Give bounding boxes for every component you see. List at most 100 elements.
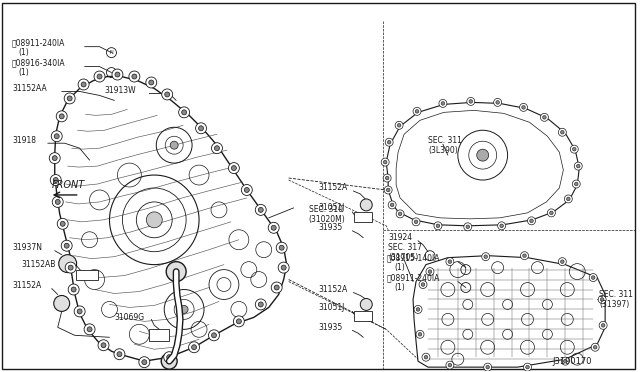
Text: (1): (1) — [394, 263, 405, 272]
Circle shape — [540, 113, 548, 121]
Text: (1): (1) — [394, 283, 405, 292]
Circle shape — [211, 143, 223, 154]
Circle shape — [64, 243, 69, 248]
Circle shape — [558, 258, 566, 266]
Circle shape — [281, 265, 286, 270]
Circle shape — [60, 221, 65, 226]
Circle shape — [484, 255, 488, 259]
Circle shape — [564, 359, 567, 363]
Text: 31069G: 31069G — [115, 313, 145, 322]
Circle shape — [61, 240, 72, 251]
Circle shape — [259, 208, 263, 212]
Text: ⓝ08916-340lA: ⓝ08916-340lA — [12, 58, 65, 67]
Circle shape — [446, 258, 454, 266]
Circle shape — [51, 131, 62, 142]
Circle shape — [64, 93, 75, 104]
Bar — [355, 212, 372, 222]
Circle shape — [55, 199, 60, 204]
Circle shape — [591, 343, 599, 351]
Text: (1): (1) — [18, 68, 29, 77]
Circle shape — [115, 72, 120, 77]
Circle shape — [469, 100, 472, 103]
Circle shape — [52, 196, 63, 208]
Circle shape — [387, 188, 390, 192]
Circle shape — [397, 124, 401, 127]
Bar — [76, 270, 97, 279]
Circle shape — [523, 254, 526, 257]
Polygon shape — [386, 102, 579, 226]
Circle shape — [255, 299, 266, 310]
Circle shape — [94, 71, 105, 82]
Circle shape — [87, 327, 92, 332]
Circle shape — [53, 177, 58, 183]
Text: 31152A: 31152A — [319, 183, 348, 192]
Text: SEC. 310: SEC. 310 — [308, 205, 342, 214]
Text: 31051J: 31051J — [319, 303, 345, 312]
Circle shape — [271, 225, 276, 230]
Circle shape — [572, 180, 580, 188]
Circle shape — [466, 225, 470, 229]
Text: 31152A: 31152A — [12, 281, 41, 290]
Text: 31152A: 31152A — [319, 285, 348, 294]
Circle shape — [527, 217, 536, 225]
Text: SEC. 311: SEC. 311 — [428, 136, 462, 145]
Circle shape — [477, 149, 489, 161]
Circle shape — [49, 153, 60, 164]
Circle shape — [561, 260, 564, 263]
Circle shape — [395, 121, 403, 129]
Circle shape — [278, 262, 289, 273]
Text: 31152AA: 31152AA — [12, 84, 47, 93]
Circle shape — [232, 166, 236, 171]
Text: (1): (1) — [18, 48, 29, 57]
Circle shape — [434, 222, 442, 230]
Circle shape — [84, 324, 95, 335]
Circle shape — [162, 89, 173, 100]
Text: 31913W: 31913W — [104, 86, 136, 95]
Circle shape — [577, 164, 580, 168]
Circle shape — [448, 260, 452, 263]
Circle shape — [71, 287, 76, 292]
Circle shape — [426, 267, 434, 276]
Circle shape — [381, 158, 389, 166]
Circle shape — [416, 330, 424, 338]
Circle shape — [279, 245, 284, 250]
Circle shape — [244, 187, 250, 192]
Circle shape — [591, 276, 595, 279]
Circle shape — [117, 352, 122, 357]
Text: 31935: 31935 — [319, 223, 343, 232]
Circle shape — [114, 349, 125, 360]
Circle shape — [496, 100, 499, 104]
Circle shape — [424, 355, 428, 359]
Circle shape — [78, 79, 89, 90]
Circle shape — [593, 346, 597, 349]
Text: N: N — [109, 50, 113, 55]
Circle shape — [388, 201, 396, 209]
Circle shape — [500, 224, 504, 228]
Circle shape — [385, 176, 389, 180]
Circle shape — [360, 298, 372, 310]
Circle shape — [77, 309, 82, 314]
Text: 31937N: 31937N — [12, 243, 42, 252]
Circle shape — [390, 203, 394, 207]
Circle shape — [182, 110, 187, 115]
Circle shape — [189, 342, 200, 353]
Circle shape — [360, 199, 372, 211]
Circle shape — [271, 282, 282, 293]
Text: 31918: 31918 — [12, 136, 36, 145]
Circle shape — [166, 355, 172, 360]
Circle shape — [142, 360, 147, 365]
Circle shape — [211, 333, 216, 338]
Text: (31397): (31397) — [599, 300, 629, 309]
Circle shape — [498, 222, 506, 230]
Circle shape — [436, 224, 440, 228]
Circle shape — [214, 146, 220, 151]
Bar — [355, 311, 372, 321]
Circle shape — [522, 106, 525, 109]
Text: FRONT: FRONT — [52, 180, 85, 190]
Circle shape — [602, 324, 605, 327]
Circle shape — [561, 357, 570, 365]
Circle shape — [418, 333, 422, 336]
Circle shape — [60, 114, 64, 119]
Text: (31020M): (31020M) — [308, 215, 346, 224]
Circle shape — [467, 97, 475, 105]
